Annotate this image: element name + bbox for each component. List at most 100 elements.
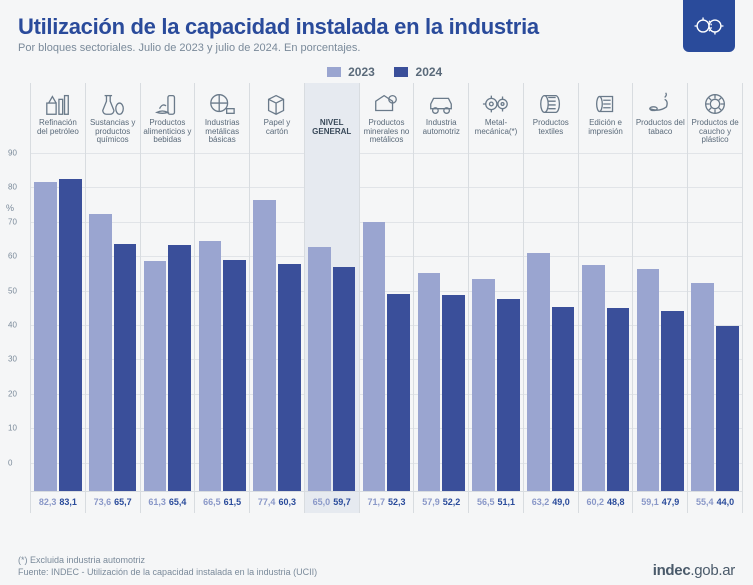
chart: % 0102030405060708090 Refinación del pet… [0,83,753,513]
legend-label-2024: 2024 [416,65,443,79]
y-tick-label: 90 [8,148,17,157]
category-icon [153,87,181,117]
bars-pair [253,153,300,491]
bar-2024 [552,307,575,491]
footnote: (*) Excluida industria automotriz [18,554,317,567]
value-2023: 66,5 [203,497,221,507]
category-column: Edición e impresión 60,248,8 [578,83,633,513]
category-label: NIVEL GENERAL [305,117,359,151]
bars-area [414,153,468,491]
value-2024: 51,1 [498,497,516,507]
category-label: Industria automotriz [414,117,468,151]
bar-2023 [34,182,57,491]
bar-2024 [442,295,465,491]
column-header: Metal-mecánica(*) [469,83,523,153]
category-column: Sustancias y productos químicos 73,665,7 [85,83,140,513]
value-2024: 44,0 [717,497,735,507]
column-header: Productos alimenticios y bebidas [141,83,195,153]
column-footer: 60,248,8 [579,491,633,513]
category-column: Productos del tabaco 59,147,9 [632,83,687,513]
legend-swatch-2023 [327,67,341,77]
category-label: Papel y cartón [250,117,304,151]
title-block: Utilización de la capacidad instalada en… [18,14,539,54]
bars-pair [89,153,136,491]
bar-2024 [223,260,246,491]
bars-area [250,153,304,491]
bars-pair [527,153,574,491]
value-2024: 52,3 [388,497,406,507]
bars-pair [308,153,355,491]
category-icon [44,87,72,117]
value-2023: 61,3 [148,497,166,507]
column-footer: 61,365,4 [141,491,195,513]
category-icon [537,87,565,117]
category-label: Productos del tabaco [633,117,687,151]
bars-pair [691,153,738,491]
bars-pair [363,153,410,491]
header: Utilización de la capacidad instalada en… [0,0,753,58]
bars-area [469,153,523,491]
category-column: Industria automotriz57,952,2 [413,83,468,513]
category-label: Productos minerales no metálicos [360,117,414,151]
value-2024: 65,7 [114,497,132,507]
column-header: Productos minerales no metálicos [360,83,414,153]
bars-pair [472,153,519,491]
y-tick-label: 20 [8,389,17,398]
value-2024: 83,1 [59,497,77,507]
bar-2024 [168,245,191,491]
category-column: Industrias metálicas básicas 66,561,5 [194,83,249,513]
column-footer: 73,665,7 [86,491,140,513]
value-2023: 55,4 [696,497,714,507]
bar-2023 [472,279,495,491]
bars-pair [144,153,191,491]
bar-2023 [637,269,660,491]
category-label: Refinación del petróleo [31,117,85,151]
bar-2023 [253,200,276,491]
bars-area [86,153,140,491]
column-header: Productos textiles [524,83,578,153]
category-column: Refinación del petróleo 82,383,1 [30,83,85,513]
bars-pair [582,153,629,491]
y-tick-label: 60 [8,252,17,261]
value-2023: 60,2 [587,497,605,507]
bar-2023 [363,222,386,491]
category-label: Sustancias y productos químicos [86,117,140,151]
bar-2024 [387,294,410,490]
category-icon [646,87,674,117]
column-header: Papel y cartón [250,83,304,153]
bars-area [579,153,633,491]
category-label: Productos textiles [524,117,578,151]
bar-2023 [582,265,605,491]
bars-pair [34,153,81,491]
column-footer: 59,147,9 [633,491,687,513]
bars-area [141,153,195,491]
bar-2023 [199,241,222,491]
bar-2024 [114,244,137,491]
column-footer: 56,551,1 [469,491,523,513]
value-2024: 60,3 [278,497,296,507]
bar-2024 [607,308,630,491]
column-header: Edición e impresión [579,83,633,153]
chart-subtitle: Por bloques sectoriales. Julio de 2023 y… [18,42,539,54]
value-2024: 61,5 [224,497,242,507]
bars-area [688,153,742,491]
bar-2024 [59,179,82,491]
bars-pair [418,153,465,491]
column-footer: 63,249,0 [524,491,578,513]
bar-2023 [144,261,167,491]
bars-area [31,153,85,491]
column-footer: 82,383,1 [31,491,85,513]
columns: Refinación del petróleo82,383,1Sustancia… [30,83,743,513]
category-icon [701,87,729,117]
column-header: Industrias metálicas básicas [195,83,249,153]
category-icon [263,87,291,117]
y-tick-label: 0 [8,458,12,467]
column-footer: 55,444,0 [688,491,742,513]
value-2024: 47,9 [662,497,680,507]
column-header: Sustancias y productos químicos [86,83,140,153]
category-column: Productos alimenticios y bebidas 61,365,4 [140,83,195,513]
bar-2023 [691,283,714,491]
footer: (*) Excluida industria automotriz Fuente… [18,554,735,579]
column-footer: 77,460,3 [250,491,304,513]
value-2023: 59,1 [641,497,659,507]
